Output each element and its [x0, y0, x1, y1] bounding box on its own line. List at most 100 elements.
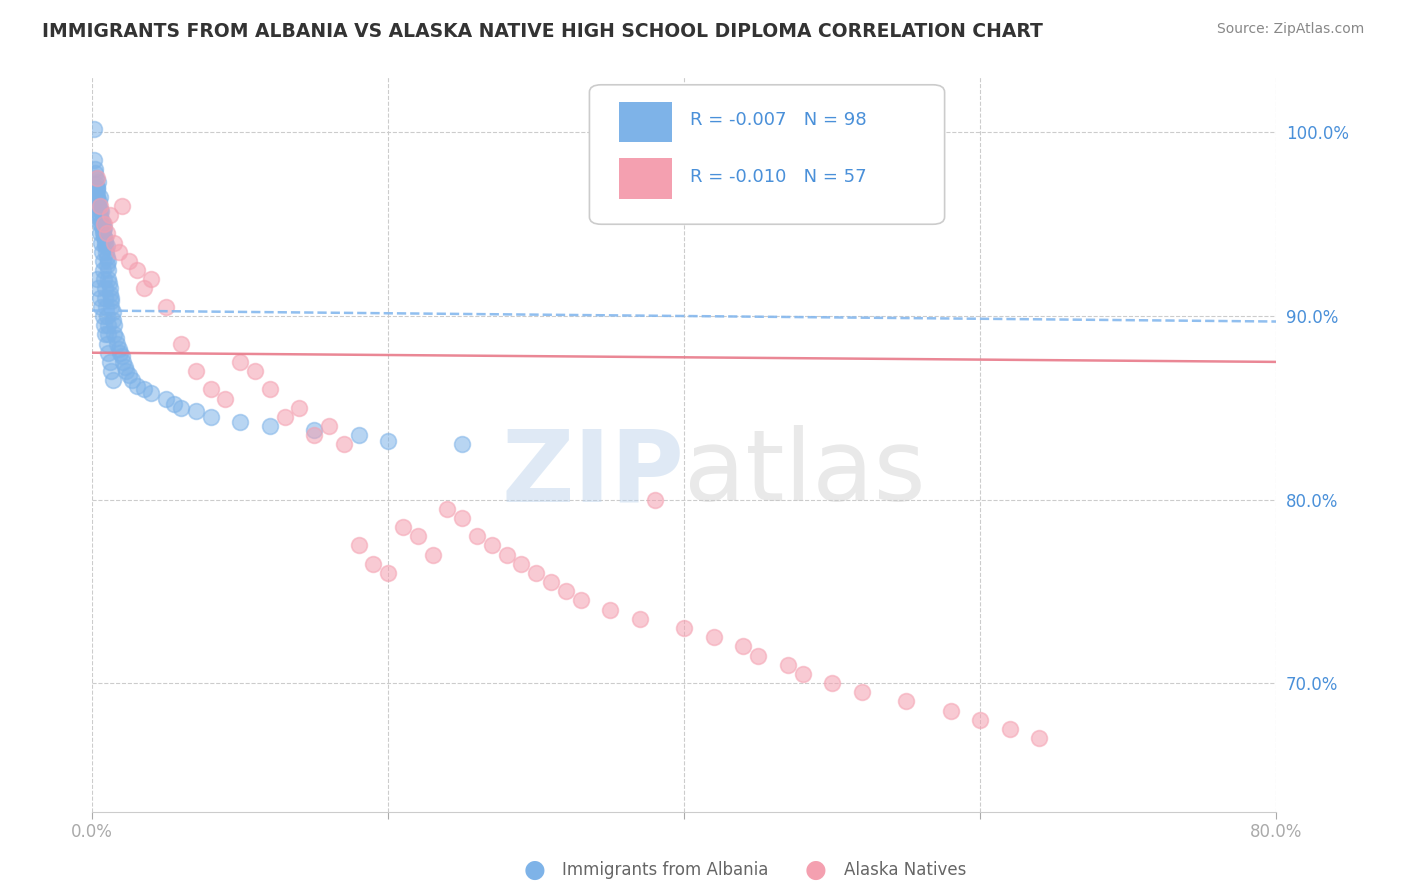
Point	[214, 392, 236, 406]
Point	[84, 166, 107, 180]
Point	[90, 235, 112, 250]
Point	[94, 291, 117, 305]
Point	[94, 327, 117, 342]
Point	[111, 199, 134, 213]
Point	[87, 208, 110, 222]
Text: IMMIGRANTS FROM ALBANIA VS ALASKA NATIVE HIGH SCHOOL DIPLOMA CORRELATION CHART: IMMIGRANTS FROM ALBANIA VS ALASKA NATIVE…	[42, 22, 1043, 41]
Point	[96, 258, 118, 272]
Point	[481, 538, 503, 552]
Point	[105, 336, 128, 351]
Point	[288, 401, 311, 415]
Point	[103, 318, 125, 333]
Point	[96, 250, 118, 264]
Point	[155, 300, 177, 314]
Point	[96, 300, 118, 314]
Point	[87, 199, 110, 213]
Point	[97, 318, 120, 333]
Point	[91, 217, 114, 231]
Point	[273, 409, 295, 424]
Point	[86, 171, 108, 186]
Point	[162, 397, 184, 411]
Point	[101, 312, 124, 326]
Point	[170, 401, 193, 415]
Point	[733, 640, 755, 654]
Point	[103, 235, 125, 250]
FancyBboxPatch shape	[589, 85, 945, 224]
Point	[132, 281, 155, 295]
Point	[1028, 731, 1050, 745]
Point	[90, 213, 112, 227]
Point	[894, 694, 917, 708]
Point	[200, 409, 222, 424]
Text: R = -0.010   N = 57: R = -0.010 N = 57	[690, 168, 866, 186]
Point	[436, 501, 458, 516]
Point	[83, 121, 105, 136]
Point	[94, 281, 117, 295]
Point	[84, 162, 107, 177]
Point	[363, 557, 385, 571]
Point	[98, 355, 121, 369]
Point	[644, 492, 666, 507]
Point	[91, 263, 114, 277]
Point	[100, 300, 122, 314]
Point	[87, 281, 110, 295]
Point	[98, 276, 121, 290]
Point	[121, 373, 143, 387]
Point	[86, 190, 108, 204]
Point	[108, 342, 131, 356]
Point	[89, 211, 111, 226]
Point	[91, 223, 114, 237]
Point	[302, 428, 325, 442]
Point	[86, 272, 108, 286]
Point	[89, 227, 111, 241]
FancyBboxPatch shape	[619, 158, 672, 199]
Point	[91, 309, 114, 323]
Point	[465, 529, 488, 543]
Point	[89, 217, 111, 231]
Point	[94, 239, 117, 253]
Point	[776, 657, 799, 672]
Point	[97, 263, 120, 277]
Point	[184, 404, 207, 418]
Point	[302, 423, 325, 437]
Point	[84, 177, 107, 191]
Point	[89, 190, 111, 204]
Point	[90, 217, 112, 231]
Point	[89, 291, 111, 305]
Point	[628, 612, 651, 626]
Point	[115, 364, 138, 378]
Point	[495, 548, 517, 562]
Point	[111, 350, 134, 364]
Point	[510, 557, 533, 571]
Point	[93, 230, 115, 244]
Point	[89, 199, 111, 213]
Point	[96, 336, 118, 351]
Point	[90, 300, 112, 314]
Point	[377, 566, 399, 580]
Point	[97, 254, 120, 268]
Point	[97, 345, 120, 359]
Point	[93, 318, 115, 333]
Text: atlas: atlas	[685, 425, 925, 523]
Text: ●: ●	[804, 858, 827, 881]
Text: Immigrants from Albania: Immigrants from Albania	[562, 861, 769, 879]
Point	[108, 244, 131, 259]
Point	[184, 364, 207, 378]
Point	[110, 345, 132, 359]
Point	[229, 416, 252, 430]
Point	[170, 336, 193, 351]
Text: Alaska Natives: Alaska Natives	[844, 861, 966, 879]
Point	[451, 511, 474, 525]
Point	[104, 331, 127, 345]
Point	[332, 437, 354, 451]
Point	[118, 368, 141, 382]
Point	[91, 254, 114, 268]
Point	[406, 529, 429, 543]
Point	[98, 208, 121, 222]
Text: ●: ●	[523, 858, 546, 881]
Point	[569, 593, 592, 607]
Point	[125, 378, 148, 392]
Point	[451, 437, 474, 451]
Point	[347, 538, 370, 552]
Point	[141, 386, 163, 401]
